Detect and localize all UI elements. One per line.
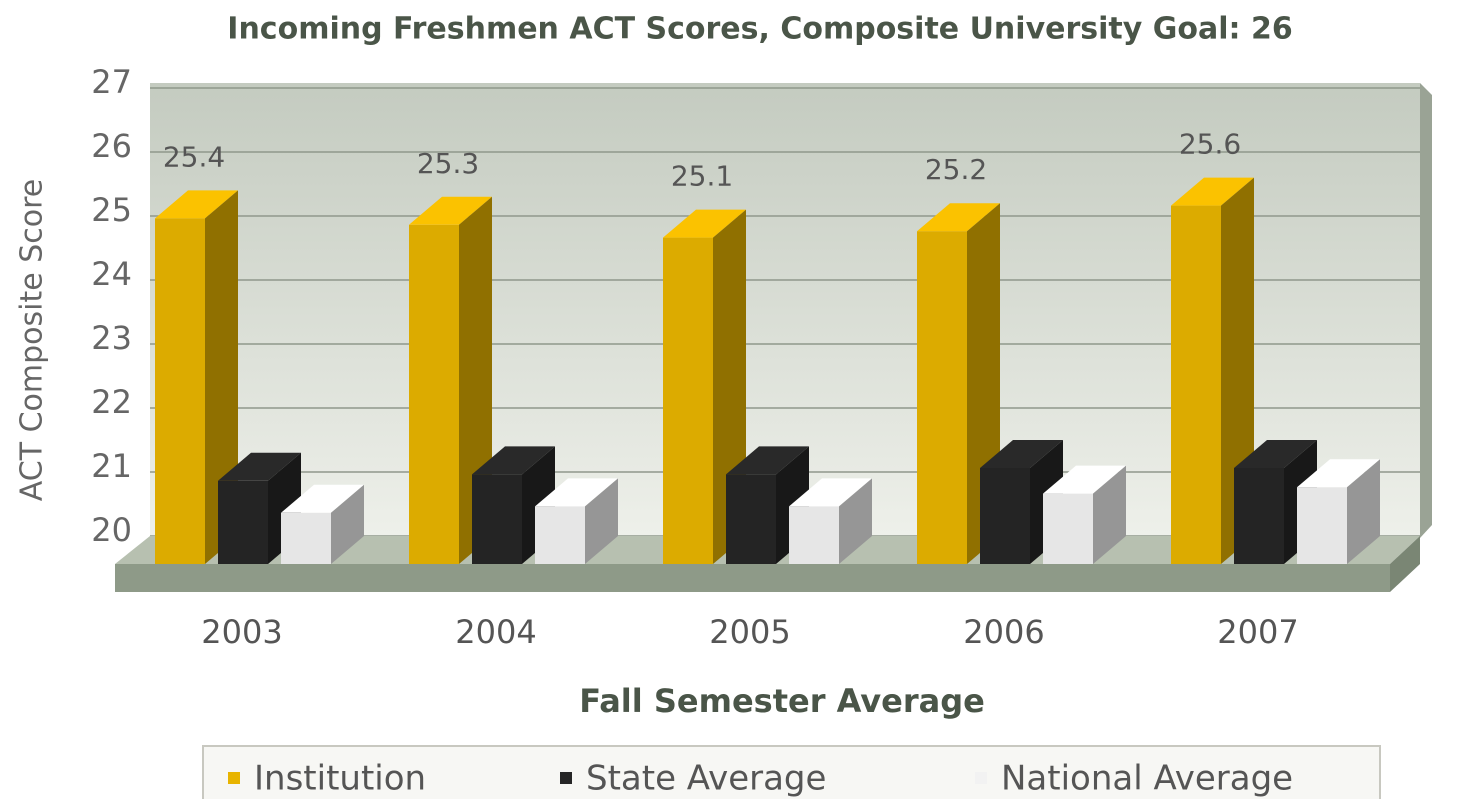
bar-top xyxy=(409,196,492,225)
x-tick-label: 2005 xyxy=(709,613,790,651)
bar-front xyxy=(1171,205,1221,564)
bar-top xyxy=(917,203,1000,232)
bar-front xyxy=(1043,493,1093,564)
data-label: 25.2 xyxy=(925,153,987,186)
bar-front xyxy=(917,231,967,564)
bar-front xyxy=(472,474,522,564)
y-tick-label: 25 xyxy=(91,191,132,229)
y-tick-label: 21 xyxy=(91,447,132,485)
legend-label: Institution xyxy=(254,759,426,799)
bar-side xyxy=(585,478,618,564)
bar-front xyxy=(726,474,776,564)
y-tick-label: 24 xyxy=(91,255,132,293)
bar-front xyxy=(409,224,459,565)
bar-side xyxy=(1093,465,1126,564)
legend-swatch xyxy=(228,772,240,784)
bar-front xyxy=(663,237,713,564)
floor-front xyxy=(115,564,1390,592)
data-label: 25.4 xyxy=(163,140,225,173)
bar-front xyxy=(1297,487,1347,564)
bar-top xyxy=(726,446,809,475)
chart-title: Incoming Freshmen ACT Scores, Composite … xyxy=(227,12,1292,47)
legend xyxy=(202,745,1381,799)
bar-top xyxy=(1043,465,1126,494)
bar xyxy=(917,203,1000,564)
bar-top xyxy=(1234,440,1317,468)
y-axis-title: ACT Composite Score xyxy=(15,179,50,501)
x-tick-label: 2003 xyxy=(201,613,282,651)
bar-top xyxy=(663,209,746,238)
legend-swatch xyxy=(560,772,572,784)
bar xyxy=(155,190,238,564)
bar-front xyxy=(218,480,268,564)
x-tick-label: 2006 xyxy=(963,613,1044,651)
y-tick-label: 23 xyxy=(91,319,132,357)
bar-top xyxy=(535,478,618,507)
bar xyxy=(789,478,872,564)
bar-top xyxy=(980,440,1063,468)
bar-top xyxy=(1171,177,1254,206)
bar-front xyxy=(281,512,331,564)
y-tick-label: 22 xyxy=(91,383,132,421)
y-tick-label: 20 xyxy=(91,511,132,549)
wall-side xyxy=(1420,83,1432,538)
bar-top xyxy=(1297,459,1380,488)
bar-front xyxy=(1234,468,1284,564)
bar-side xyxy=(205,190,238,564)
data-label: 25.1 xyxy=(671,160,733,193)
bar-top xyxy=(472,446,555,475)
x-tick-label: 2004 xyxy=(455,613,536,651)
bar xyxy=(281,484,364,564)
bar xyxy=(409,196,492,565)
bar-front xyxy=(980,468,1030,564)
bar-top xyxy=(789,478,872,507)
bar-top xyxy=(281,484,364,513)
bar-front xyxy=(789,506,839,564)
x-tick-label: 2007 xyxy=(1217,613,1298,651)
legend-label: State Average xyxy=(586,759,826,799)
data-label: 25.6 xyxy=(1179,128,1241,161)
bar-top xyxy=(218,452,301,481)
bar xyxy=(1043,465,1126,564)
bar xyxy=(535,478,618,564)
bar xyxy=(1297,459,1380,564)
bar-front xyxy=(155,218,205,564)
floor-side xyxy=(1390,536,1420,592)
bar-side xyxy=(1347,459,1380,564)
data-label: 25.3 xyxy=(417,147,479,180)
bar-side xyxy=(331,484,364,564)
y-tick-label: 26 xyxy=(91,127,132,165)
x-axis-title: Fall Semester Average xyxy=(579,682,985,720)
bar-top xyxy=(155,190,238,219)
legend-swatch xyxy=(975,772,987,784)
bar-front xyxy=(535,506,585,564)
y-tick-label: 27 xyxy=(91,63,132,101)
legend-label: National Average xyxy=(1001,759,1293,799)
bar-side xyxy=(839,478,872,564)
